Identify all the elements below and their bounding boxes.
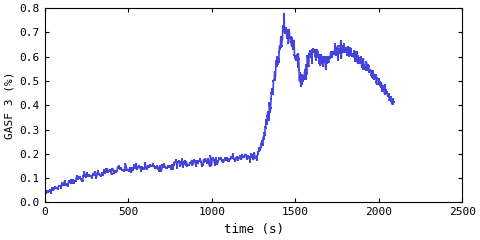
X-axis label: time (s): time (s) [224, 223, 284, 236]
Y-axis label: GASF 3 (%): GASF 3 (%) [4, 72, 14, 139]
